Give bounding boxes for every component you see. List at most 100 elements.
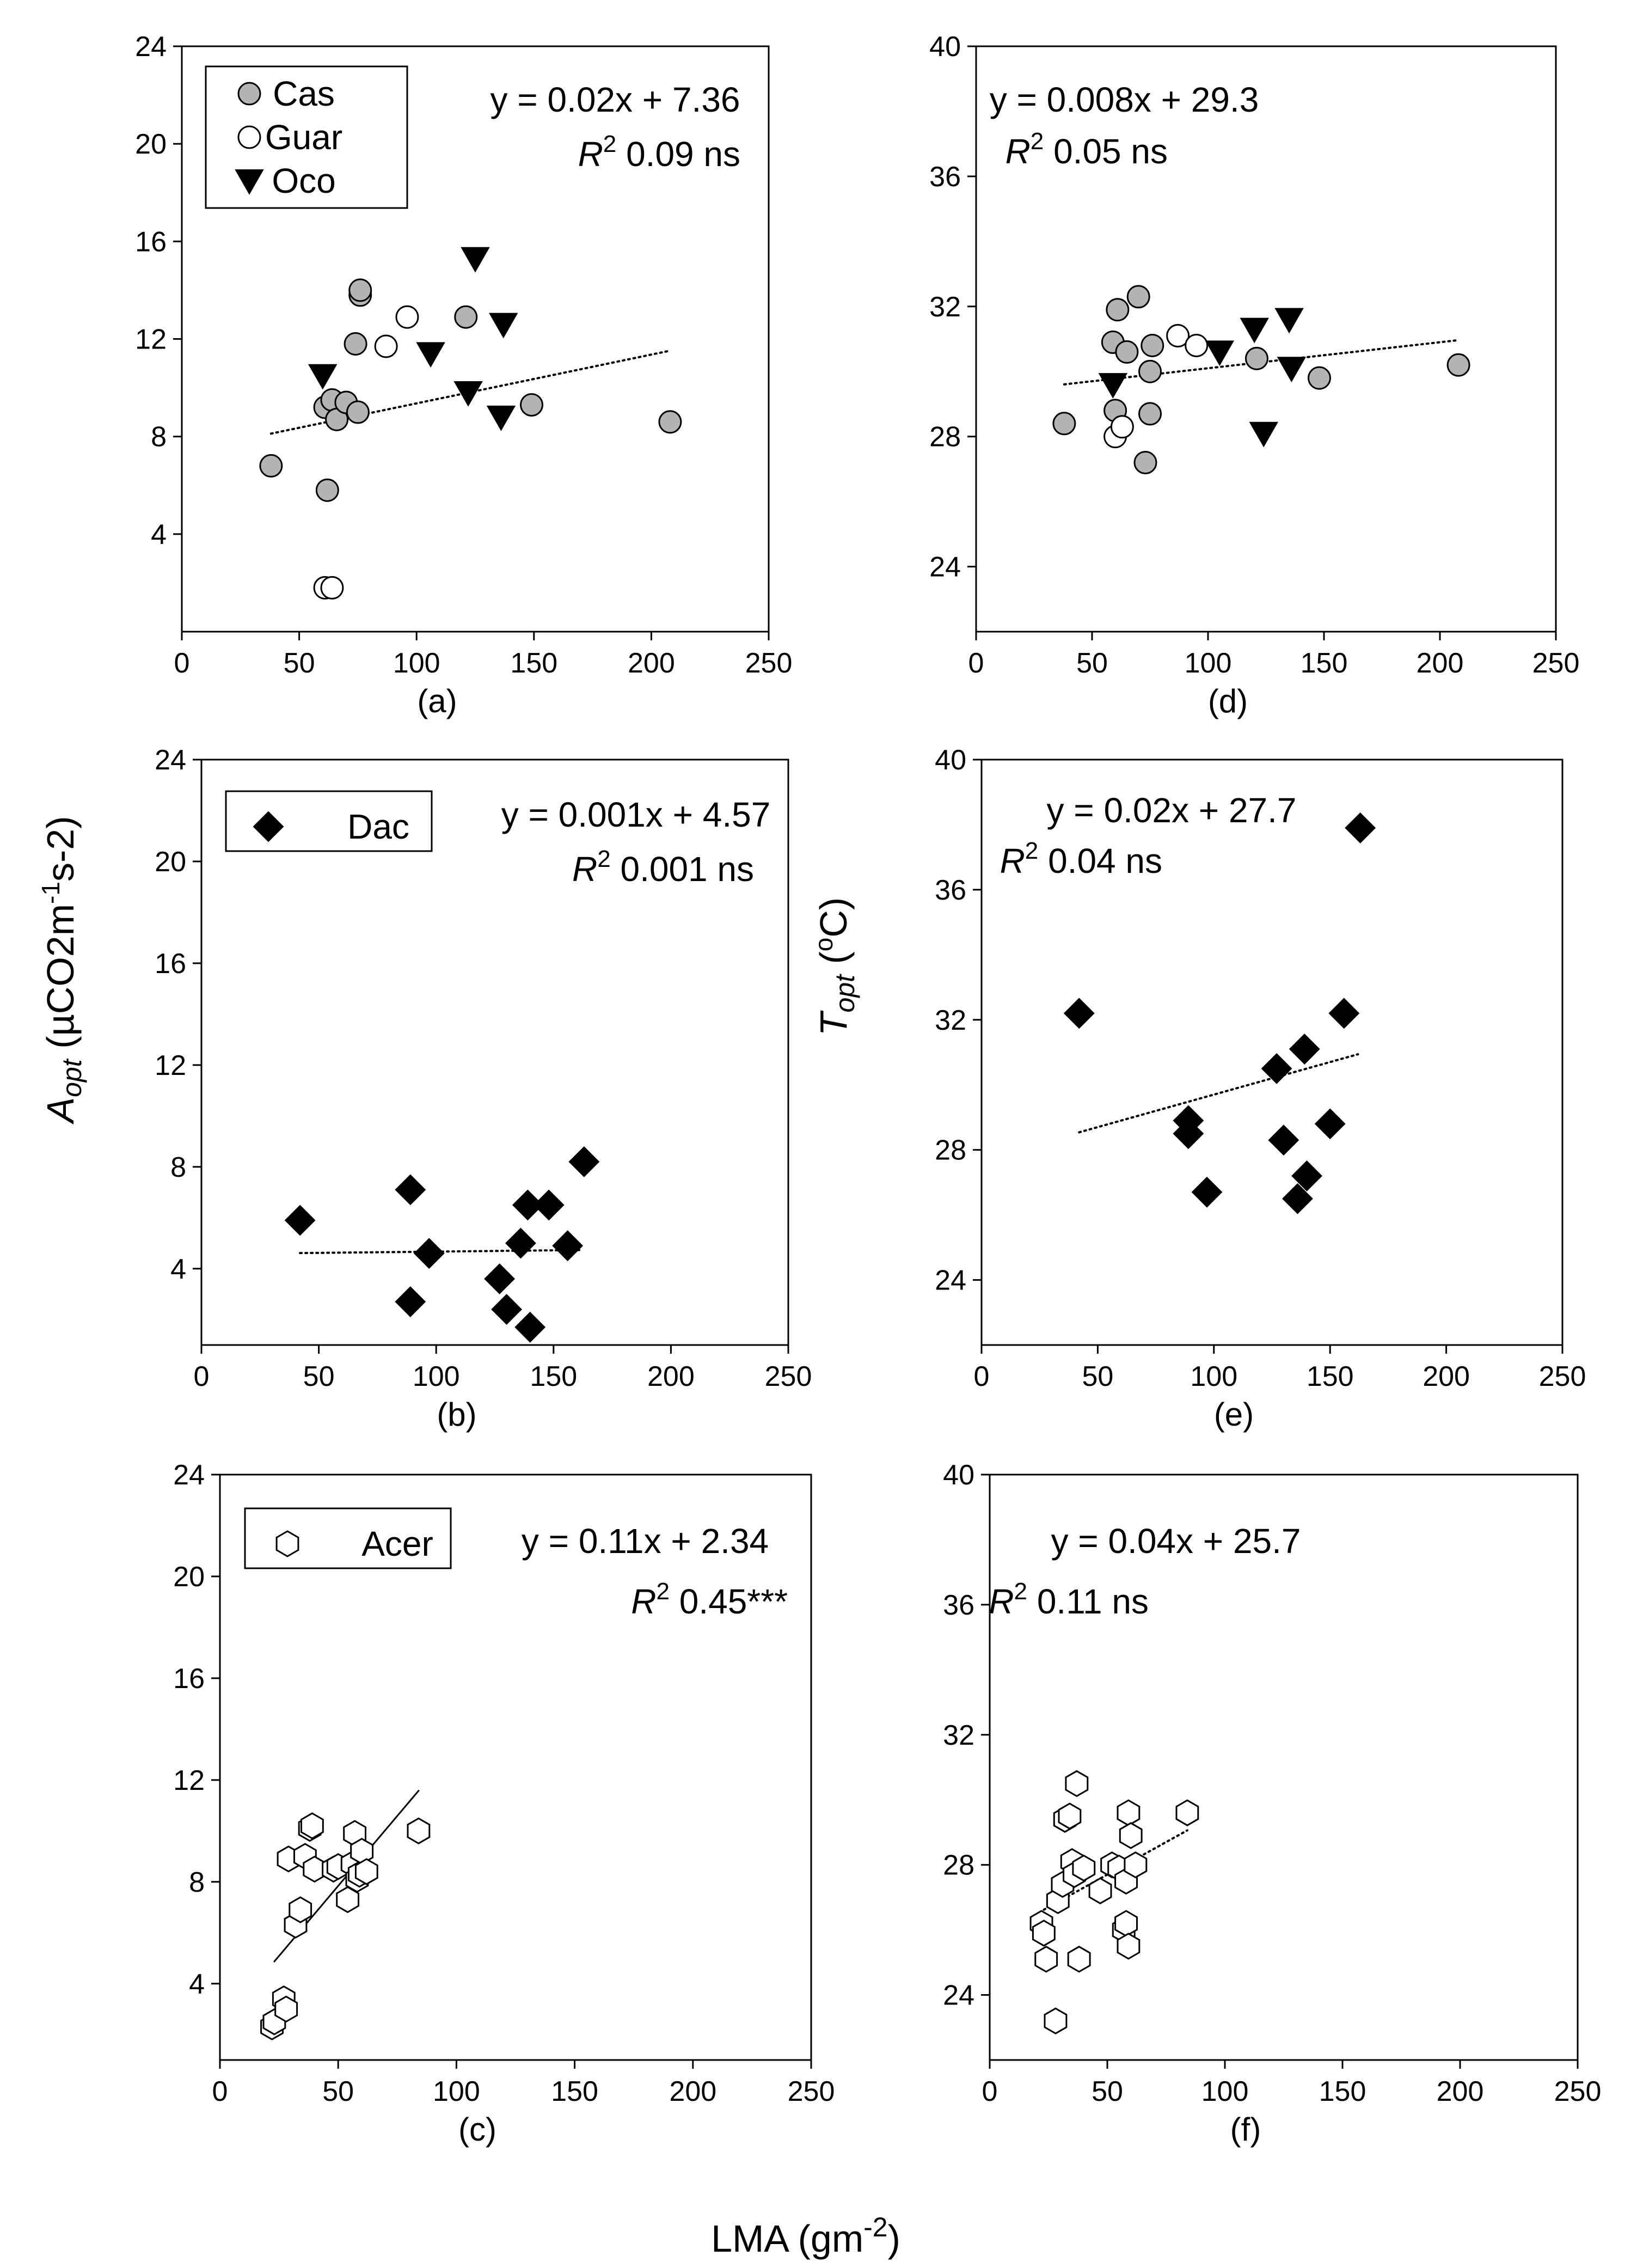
plot-frame bbox=[980, 759, 1564, 1346]
data-point bbox=[1044, 2007, 1068, 2035]
y-tick-label: 32 bbox=[929, 291, 961, 323]
plot-frame bbox=[975, 45, 1557, 633]
data-point bbox=[336, 1886, 359, 1914]
plot-frame bbox=[989, 1474, 1579, 2061]
series-guar bbox=[313, 305, 419, 600]
x-tick-label: 150 bbox=[1307, 1361, 1354, 1392]
data-point bbox=[1268, 1124, 1299, 1156]
data-point bbox=[568, 1146, 600, 1177]
data-point bbox=[491, 1294, 522, 1325]
x-tick-label: 50 bbox=[1082, 1361, 1113, 1392]
data-point bbox=[658, 410, 682, 434]
y-tick-label: 4 bbox=[170, 1254, 186, 1285]
x-tick-label: 250 bbox=[745, 647, 793, 679]
data-point bbox=[1138, 359, 1162, 383]
data-point bbox=[1282, 1183, 1313, 1214]
data-point bbox=[1126, 285, 1150, 309]
series-acer bbox=[260, 1812, 431, 2040]
data-point bbox=[1314, 1108, 1346, 1140]
data-point bbox=[1291, 1160, 1322, 1191]
x-tick-label: 200 bbox=[647, 1361, 695, 1392]
y-tick-label: 20 bbox=[135, 129, 167, 160]
data-point bbox=[284, 1205, 316, 1236]
y-tick-label: 4 bbox=[189, 1969, 205, 2000]
x-tick-label: 0 bbox=[968, 647, 984, 679]
y-tick-label: 16 bbox=[155, 948, 186, 980]
data-point bbox=[354, 1858, 378, 1885]
y-axis-title-left: Aopt (µCO2m-1s-2) bbox=[36, 816, 87, 1124]
y-tick-label: 12 bbox=[155, 1050, 186, 1081]
x-tick-label: 50 bbox=[284, 647, 315, 679]
y-tick-label: 12 bbox=[135, 324, 167, 356]
panel-d: 0 50 100 150 200 250 24 28 32 36 40 (d) y = 0.008x +… bbox=[929, 31, 1579, 719]
x-tick-label: 150 bbox=[551, 2076, 598, 2107]
x-tick-label: 150 bbox=[1301, 647, 1348, 679]
x-tick-label: 250 bbox=[1554, 2076, 1602, 2107]
data-point bbox=[1173, 1118, 1204, 1150]
data-point bbox=[1065, 1770, 1089, 1798]
x-tick-label: 100 bbox=[1190, 1361, 1237, 1392]
x-tick-label: 0 bbox=[212, 2076, 228, 2107]
data-point bbox=[1328, 998, 1360, 1029]
y-tick-label: 8 bbox=[170, 1152, 186, 1183]
legend-label: Oco bbox=[272, 161, 335, 200]
legend-label: Cas bbox=[273, 74, 335, 113]
y-tick-label: 32 bbox=[943, 1720, 974, 1751]
x-tick-label: 100 bbox=[393, 647, 440, 679]
data-point bbox=[1072, 1854, 1096, 1882]
series-acer bbox=[1029, 1770, 1199, 2035]
legend-marker bbox=[235, 169, 264, 195]
x-tick-label: 200 bbox=[1423, 1361, 1470, 1392]
data-point bbox=[533, 1189, 565, 1221]
r-squared-label: R2 0.001 ns bbox=[572, 846, 754, 889]
panel-label: (e) bbox=[1214, 1396, 1254, 1433]
data-point bbox=[1110, 415, 1134, 439]
data-point bbox=[454, 305, 478, 329]
data-point bbox=[1117, 1933, 1141, 1960]
panel-a: 0 50 100 150 200 250 4 8 12 16 20 24 (a) y = 0.02x + … bbox=[135, 31, 792, 719]
data-point bbox=[1274, 308, 1304, 334]
x-tick-label: 150 bbox=[1319, 2076, 1366, 2107]
y-axis-title-right: Topt (oC) bbox=[810, 897, 860, 1036]
data-point bbox=[1067, 1946, 1091, 1973]
legend-label: Acer bbox=[361, 1524, 433, 1563]
x-tick-label: 200 bbox=[628, 647, 675, 679]
regression-equation: y = 0.001x + 4.57 bbox=[501, 795, 771, 834]
y-tick-label: 40 bbox=[929, 31, 961, 63]
x-tick-label: 0 bbox=[194, 1361, 210, 1392]
data-point bbox=[1261, 1053, 1292, 1084]
data-point bbox=[301, 1812, 324, 1839]
data-point bbox=[484, 1263, 516, 1294]
data-point bbox=[1307, 366, 1331, 390]
data-point bbox=[1277, 357, 1307, 383]
x-tick-label: 50 bbox=[322, 2076, 354, 2107]
regression-equation: y = 0.02x + 27.7 bbox=[1047, 791, 1297, 830]
data-point bbox=[1032, 1919, 1056, 1947]
panel-label: (c) bbox=[458, 2111, 496, 2148]
legend: Dac bbox=[225, 790, 433, 852]
x-tick-label: 200 bbox=[1417, 647, 1464, 679]
data-point bbox=[320, 576, 344, 600]
y-tick-label: 20 bbox=[173, 1561, 205, 1593]
legend-marker bbox=[253, 811, 284, 842]
data-point bbox=[1052, 412, 1076, 436]
plot-frame bbox=[200, 759, 789, 1346]
panel-f: 0 50 100 150 200 250 24 28 32 36 40 (f) y = 0.04x + … bbox=[943, 1459, 1601, 2148]
series-oco bbox=[1098, 308, 1307, 448]
data-point bbox=[1138, 402, 1162, 426]
data-point bbox=[308, 364, 338, 390]
legend: Cas Guar Oco bbox=[205, 65, 408, 209]
data-point bbox=[274, 1995, 298, 2023]
x-tick-label: 100 bbox=[1201, 2076, 1249, 2107]
x-tick-label: 250 bbox=[788, 2076, 835, 2107]
data-point bbox=[1205, 340, 1235, 366]
r-squared-label: R2 0.05 ns bbox=[1006, 128, 1168, 171]
y-tick-label: 28 bbox=[943, 1850, 974, 1881]
legend: Acer bbox=[244, 1507, 452, 1569]
x-tick-label: 50 bbox=[1092, 2076, 1123, 2107]
data-point bbox=[407, 1817, 431, 1845]
data-point bbox=[1117, 1799, 1141, 1826]
data-point bbox=[395, 1286, 426, 1317]
plot-frame bbox=[219, 1474, 812, 2061]
data-point bbox=[416, 342, 445, 368]
